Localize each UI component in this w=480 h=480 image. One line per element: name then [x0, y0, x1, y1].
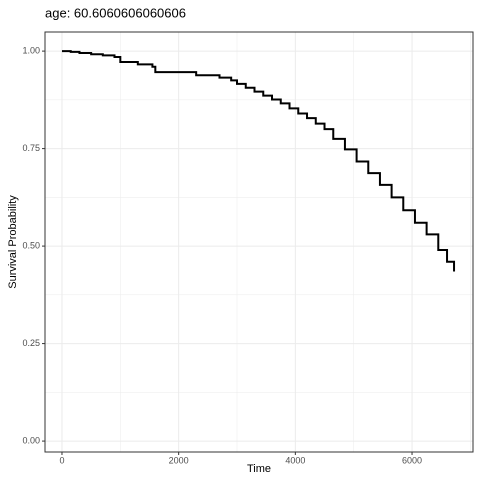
y-tick-label: 0.25	[22, 338, 40, 348]
y-tick-label: 0.75	[22, 143, 40, 153]
chart-title: age: 60.6060606060606	[45, 5, 186, 20]
y-axis-label: Survival Probability	[7, 195, 19, 289]
panel-border	[44, 31, 474, 453]
x-axis-label: Time	[247, 463, 271, 475]
x-tick-label: 4000	[285, 455, 305, 465]
y-tick-label: 1.00	[22, 45, 40, 55]
survival-curve	[61, 50, 456, 272]
x-tick-label: 0	[59, 455, 64, 465]
y-tick-label: 0.50	[22, 240, 40, 250]
x-tick-label: 6000	[402, 455, 422, 465]
x-tick-label: 2000	[169, 455, 189, 465]
y-tick-label: 0.00	[22, 435, 40, 445]
